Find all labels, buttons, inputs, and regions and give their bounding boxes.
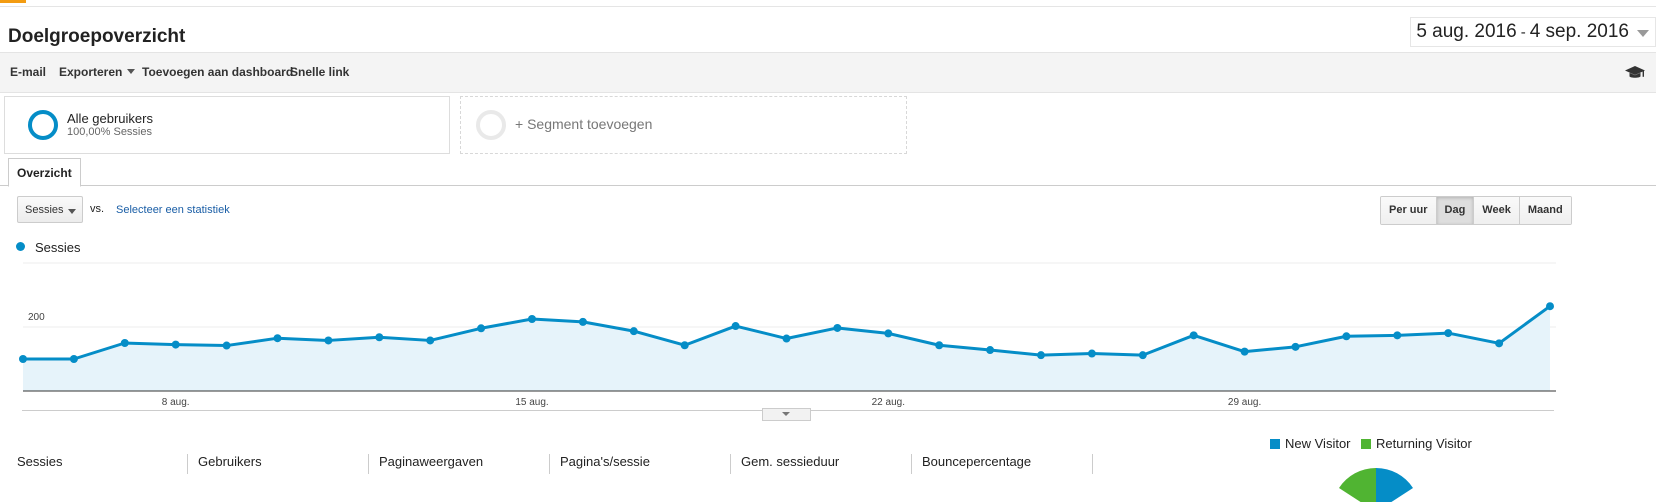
data-point bbox=[528, 315, 536, 323]
legend-label: Sessies bbox=[35, 240, 81, 255]
data-point bbox=[1342, 332, 1351, 341]
data-point bbox=[1546, 302, 1554, 311]
kpi-divider bbox=[1092, 454, 1093, 474]
segment-name: Alle gebruikers bbox=[67, 111, 153, 126]
data-point bbox=[1495, 339, 1504, 348]
data-point bbox=[1444, 329, 1453, 338]
metric-select[interactable]: Sessies bbox=[17, 196, 83, 223]
add-to-dashboard-button[interactable]: Toevoegen aan dashboard bbox=[142, 65, 294, 79]
data-point bbox=[324, 336, 333, 345]
export-label: Exporteren bbox=[59, 65, 123, 79]
visitor-pie-chart bbox=[1339, 467, 1413, 502]
data-point bbox=[19, 355, 27, 363]
data-point bbox=[375, 333, 384, 342]
data-point bbox=[1037, 351, 1045, 360]
data-point bbox=[1291, 342, 1300, 351]
vs-label: vs. bbox=[90, 203, 105, 215]
per-hour-button[interactable]: Per uur bbox=[1381, 197, 1436, 224]
data-point bbox=[578, 317, 587, 326]
month-button[interactable]: Maand bbox=[1518, 197, 1571, 224]
top-progress-line bbox=[0, 0, 1656, 7]
segment-ring-icon bbox=[28, 110, 58, 140]
chevron-down-icon bbox=[68, 209, 76, 214]
add-segment-button[interactable]: + Segment toevoegen bbox=[460, 96, 907, 154]
pie-legend-label: Returning Visitor bbox=[1376, 436, 1472, 451]
empty-ring-icon bbox=[476, 110, 506, 140]
tab-overview[interactable]: Overzicht bbox=[8, 158, 81, 187]
kpi-bounce-rate: Bouncepercentage bbox=[922, 454, 1032, 469]
legend-swatch bbox=[16, 242, 25, 251]
data-point bbox=[477, 324, 486, 333]
data-point bbox=[833, 323, 842, 332]
data-point bbox=[1138, 351, 1147, 360]
email-button[interactable]: E-mail bbox=[10, 65, 47, 79]
data-point bbox=[782, 334, 791, 343]
kpi-divider bbox=[549, 454, 550, 474]
data-point bbox=[1087, 349, 1096, 358]
kpi-sessions: Sessies bbox=[17, 454, 63, 469]
data-point bbox=[680, 341, 689, 350]
date-start: 5 aug. 2016 bbox=[1416, 21, 1517, 42]
chevron-down-icon bbox=[127, 69, 136, 74]
segment-subtitle: 100,00% Sessies bbox=[67, 126, 152, 138]
kpi-divider bbox=[730, 454, 731, 474]
data-point bbox=[986, 346, 995, 355]
data-point bbox=[273, 334, 282, 343]
granularity-toggle: Per uur Dag Week Maand bbox=[1380, 196, 1572, 225]
legend-swatch bbox=[1270, 439, 1280, 449]
y-tick-label: 200 bbox=[28, 312, 45, 323]
tab-divider bbox=[0, 185, 1656, 186]
segment-all-users[interactable]: Alle gebruikers 100,00% Sessies bbox=[4, 96, 450, 154]
loading-accent bbox=[0, 0, 26, 3]
chevron-down-icon bbox=[782, 412, 790, 416]
pie-slice-returning-visitor bbox=[1339, 467, 1376, 502]
kpi-pageviews: Paginaweergaven bbox=[379, 454, 484, 469]
chart-collapse-handle[interactable] bbox=[762, 408, 811, 421]
metric-select-value: Sessies bbox=[25, 204, 64, 216]
pie-legend-label: New Visitor bbox=[1285, 436, 1351, 451]
data-point bbox=[1393, 331, 1402, 340]
kpi-pages-per-session: Pagina's/sessie bbox=[560, 454, 650, 469]
kpi-avg-session-duration: Gem. sessieduur bbox=[741, 454, 840, 469]
data-point bbox=[1189, 331, 1198, 340]
kpi-divider bbox=[368, 454, 369, 474]
x-tick-label: 29 aug. bbox=[1228, 397, 1261, 408]
data-point bbox=[222, 341, 231, 350]
date-range-picker[interactable]: 5 aug. 2016 - 4 sep. 2016 bbox=[1410, 17, 1656, 47]
pie-legend-new-visitor: New Visitor bbox=[1270, 436, 1351, 451]
data-point bbox=[629, 327, 638, 336]
sessions-chart: 2004008 aug.15 aug.22 aug.29 aug. bbox=[19, 262, 1556, 408]
data-point bbox=[884, 329, 893, 338]
date-separator: - bbox=[1520, 23, 1526, 41]
x-tick-label: 15 aug. bbox=[515, 397, 548, 408]
data-point bbox=[1240, 347, 1249, 356]
shortcut-button[interactable]: Snelle link bbox=[290, 65, 350, 79]
select-metric-link[interactable]: Selecteer een statistiek bbox=[116, 204, 230, 216]
week-button[interactable]: Week bbox=[1473, 197, 1519, 224]
chevron-down-icon[interactable] bbox=[1637, 30, 1649, 37]
data-point bbox=[171, 340, 180, 349]
data-point bbox=[731, 322, 740, 331]
legend-swatch bbox=[1361, 439, 1371, 449]
export-menu[interactable]: Exporteren bbox=[59, 65, 136, 79]
day-button[interactable]: Dag bbox=[1435, 197, 1474, 224]
graduation-cap-icon[interactable] bbox=[1625, 64, 1645, 80]
series-area bbox=[23, 306, 1550, 391]
data-point bbox=[120, 339, 129, 347]
pie-slice-new-visitor bbox=[1376, 467, 1413, 502]
data-point bbox=[69, 355, 78, 363]
pie-legend-returning-visitor: Returning Visitor bbox=[1361, 436, 1472, 451]
date-end: 4 sep. 2016 bbox=[1529, 21, 1629, 42]
x-tick-label: 22 aug. bbox=[872, 397, 905, 408]
add-segment-label: + Segment toevoegen bbox=[515, 116, 653, 132]
page-title: Doelgroepoverzicht bbox=[8, 26, 186, 47]
report-toolbar: E-mail Exporteren Toevoegen aan dashboar… bbox=[0, 52, 1656, 93]
kpi-divider bbox=[911, 454, 912, 474]
data-point bbox=[426, 336, 435, 345]
data-point bbox=[935, 341, 944, 350]
kpi-divider bbox=[187, 454, 188, 474]
x-tick-label: 8 aug. bbox=[162, 397, 190, 408]
kpi-users: Gebruikers bbox=[198, 454, 262, 469]
